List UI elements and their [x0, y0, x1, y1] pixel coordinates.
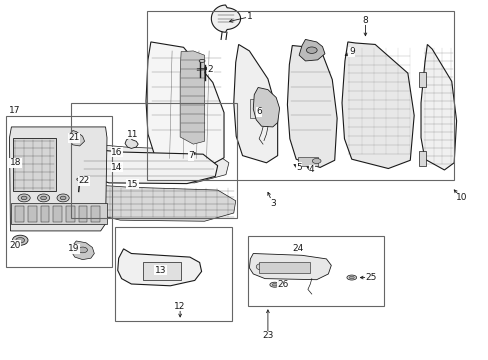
Bar — [15, 206, 24, 222]
Text: 4: 4 — [308, 166, 314, 175]
Bar — [248, 236, 383, 306]
Text: 17: 17 — [9, 105, 20, 114]
Text: 26: 26 — [277, 280, 288, 289]
Polygon shape — [80, 148, 217, 184]
Ellipse shape — [60, 196, 66, 200]
Ellipse shape — [199, 59, 204, 62]
Bar — [259, 262, 310, 273]
Bar — [28, 206, 37, 222]
Bar — [53, 206, 62, 222]
Text: 21: 21 — [68, 133, 80, 142]
Ellipse shape — [18, 194, 30, 202]
Ellipse shape — [312, 158, 321, 163]
Bar — [79, 206, 87, 222]
Text: 3: 3 — [269, 199, 275, 208]
Ellipse shape — [268, 264, 279, 270]
Bar — [298, 157, 317, 166]
Text: 10: 10 — [455, 193, 466, 202]
Ellipse shape — [348, 276, 353, 279]
Ellipse shape — [283, 264, 293, 270]
Ellipse shape — [57, 194, 69, 202]
Ellipse shape — [296, 264, 307, 270]
Bar — [418, 72, 426, 87]
Text: 25: 25 — [365, 273, 376, 282]
Bar — [71, 103, 237, 218]
Ellipse shape — [256, 264, 266, 270]
Polygon shape — [287, 45, 336, 167]
Bar — [147, 12, 453, 180]
Ellipse shape — [21, 196, 27, 200]
Ellipse shape — [12, 235, 28, 245]
Text: 15: 15 — [126, 180, 138, 189]
Ellipse shape — [78, 247, 87, 253]
Bar — [143, 262, 181, 280]
Polygon shape — [211, 5, 240, 32]
Polygon shape — [249, 253, 330, 280]
Polygon shape — [180, 51, 204, 144]
Text: 5: 5 — [296, 163, 302, 172]
Bar — [66, 206, 75, 222]
Polygon shape — [83, 184, 235, 221]
Bar — [11, 203, 106, 224]
Ellipse shape — [346, 275, 356, 280]
Text: 12: 12 — [174, 302, 185, 311]
Polygon shape — [9, 127, 107, 231]
Bar — [5, 116, 112, 267]
Polygon shape — [253, 87, 279, 127]
Polygon shape — [341, 42, 413, 168]
Text: 13: 13 — [155, 266, 166, 275]
Text: 19: 19 — [68, 244, 80, 253]
Ellipse shape — [269, 282, 279, 287]
Polygon shape — [233, 44, 277, 163]
Ellipse shape — [272, 283, 277, 286]
Bar — [13, 138, 56, 192]
Polygon shape — [125, 138, 138, 148]
Text: 24: 24 — [292, 244, 303, 253]
Polygon shape — [69, 131, 84, 146]
Text: 14: 14 — [111, 163, 122, 172]
Ellipse shape — [38, 194, 50, 202]
Text: 7: 7 — [187, 151, 193, 160]
Text: 18: 18 — [10, 158, 21, 167]
Text: 8: 8 — [362, 16, 367, 25]
Polygon shape — [71, 241, 94, 260]
Text: 11: 11 — [126, 130, 138, 139]
Text: 23: 23 — [262, 332, 273, 341]
Text: 22: 22 — [78, 176, 89, 185]
Text: 16: 16 — [111, 148, 122, 157]
Ellipse shape — [41, 196, 46, 200]
Bar — [418, 151, 426, 166]
Polygon shape — [118, 249, 201, 286]
Text: 9: 9 — [348, 47, 354, 56]
Text: 20: 20 — [10, 241, 21, 250]
Polygon shape — [420, 44, 456, 170]
Bar — [41, 206, 49, 222]
Text: 2: 2 — [207, 65, 213, 74]
Bar — [115, 227, 232, 320]
Ellipse shape — [77, 178, 82, 181]
Polygon shape — [250, 99, 271, 118]
Ellipse shape — [16, 238, 24, 243]
Polygon shape — [146, 42, 224, 164]
Text: 1: 1 — [246, 12, 252, 21]
Ellipse shape — [306, 47, 317, 53]
Bar — [91, 206, 100, 222]
Text: 6: 6 — [256, 107, 262, 116]
Polygon shape — [81, 143, 228, 183]
Polygon shape — [299, 40, 325, 61]
